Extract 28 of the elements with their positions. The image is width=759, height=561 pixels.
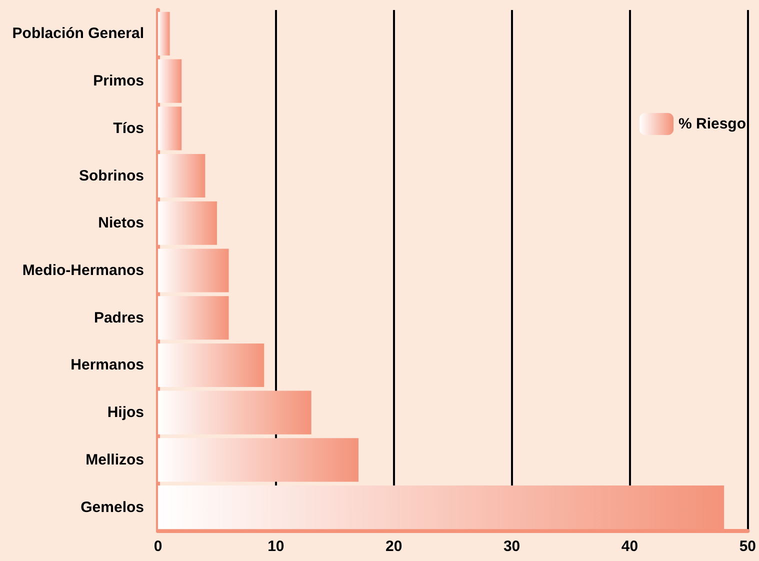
x-tick-label: 20: [386, 538, 402, 555]
bar: [158, 248, 229, 292]
legend-label: % Riesgo: [678, 116, 746, 132]
bar: [158, 201, 217, 245]
bar: [158, 106, 182, 150]
x-tick-label: 10: [268, 538, 284, 555]
bar: [158, 154, 206, 198]
x-tick-label: 40: [621, 538, 638, 555]
y-tick-label: Gemelos: [80, 498, 144, 516]
y-tick-label: Padres: [94, 309, 144, 326]
bar: [158, 343, 264, 388]
bar: [158, 59, 182, 103]
y-tick-label: Población General: [12, 25, 144, 42]
bar: [158, 438, 358, 482]
y-tick-label: Mellizos: [86, 451, 144, 468]
bar: [158, 12, 170, 56]
y-tick-label: Nietos: [98, 214, 144, 232]
y-tick-label: Primos: [93, 72, 144, 90]
x-tick-label: 0: [154, 538, 162, 555]
y-tick-label: Hermanos: [70, 356, 144, 374]
y-tick-label: Hijos: [107, 404, 144, 422]
bar: [158, 296, 229, 340]
y-tick-label: Medio-Hermanos: [22, 262, 144, 279]
y-tick-label: Sobrinos: [78, 167, 144, 184]
x-tick-label: 30: [503, 538, 520, 555]
y-tick-label: Tíos: [113, 120, 144, 137]
bar: [158, 390, 312, 434]
x-tick-label: 50: [739, 538, 756, 555]
